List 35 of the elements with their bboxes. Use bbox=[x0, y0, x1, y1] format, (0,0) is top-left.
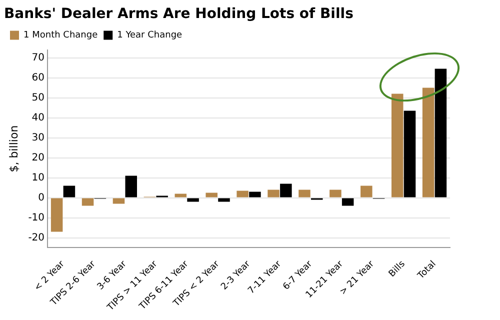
y-tick-label: 10 bbox=[32, 172, 45, 184]
bar bbox=[174, 194, 187, 198]
y-tick-label: 40 bbox=[32, 112, 45, 124]
y-tick-label: -10 bbox=[28, 212, 45, 224]
bar bbox=[187, 198, 199, 202]
bar bbox=[218, 198, 230, 202]
bar bbox=[298, 190, 310, 198]
bar bbox=[50, 198, 63, 232]
bar bbox=[63, 186, 76, 198]
bar bbox=[206, 192, 218, 198]
bar bbox=[82, 198, 94, 206]
y-tick-label: 20 bbox=[32, 152, 45, 164]
bar bbox=[249, 192, 261, 198]
bar bbox=[391, 94, 404, 198]
y-tick-label: 60 bbox=[32, 72, 45, 84]
bar bbox=[330, 190, 342, 198]
bar bbox=[404, 110, 416, 198]
y-tick-label: 70 bbox=[32, 52, 45, 64]
y-tick-label: 50 bbox=[32, 92, 45, 104]
legend-label: 1 Year Change bbox=[117, 30, 183, 41]
bar bbox=[422, 88, 434, 198]
legend-label: 1 Month Change bbox=[24, 30, 98, 41]
bar bbox=[342, 198, 354, 206]
bar bbox=[434, 68, 447, 198]
bar bbox=[360, 186, 372, 198]
chart-title: Banks' Dealer Arms Are Holding Lots of Bills bbox=[4, 6, 354, 22]
bar bbox=[112, 198, 125, 204]
y-axis-title: $, billion bbox=[7, 125, 20, 172]
bar bbox=[280, 184, 292, 198]
y-tick-label: -20 bbox=[28, 232, 45, 244]
bar bbox=[268, 190, 280, 198]
bar bbox=[125, 176, 138, 198]
bar bbox=[236, 190, 248, 198]
y-tick-label: 0 bbox=[38, 192, 45, 204]
y-tick-label: 30 bbox=[32, 132, 45, 144]
